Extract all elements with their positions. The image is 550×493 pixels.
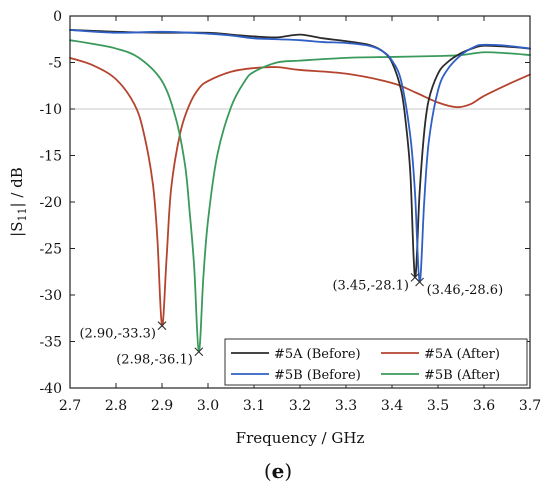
series-line-5b-before	[69, 29, 531, 283]
y-tick-label: -20	[39, 195, 62, 211]
y-tick-label: -15	[39, 149, 62, 165]
y-tick-label: -25	[39, 242, 62, 258]
minimum-annotation: (2.98,-36.1)	[116, 353, 193, 368]
x-tick-label: 3.3	[335, 398, 357, 414]
x-tick-label: 3.4	[381, 398, 403, 414]
y-tick-label: 0	[53, 9, 62, 25]
series-line-5a-after	[69, 56, 531, 327]
x-tick-label: 2.8	[105, 398, 127, 414]
x-tick-label: 3.1	[243, 398, 265, 414]
x-tick-label: 3.7	[519, 398, 541, 414]
minimum-annotation: (2.90,-33.3)	[79, 327, 156, 342]
y-axis-label-pre: |S	[8, 221, 26, 236]
annotation-layer: (2.90,-33.3) (2.98,-36.1) (3.45,-28.1) (3.4…	[79, 278, 503, 367]
minimum-marker	[194, 347, 204, 357]
tick-layer: 2.7 2.8 2.9 3.0 3.1 3.2 3.3 3.4 3.5 3.6 3.7 0 -5 -10 -…	[39, 9, 541, 414]
x-tick-label: 2.9	[151, 398, 173, 414]
minimum-annotation: (3.45,-28.1)	[332, 278, 409, 293]
y-axis-label-post: | / dB	[8, 167, 26, 207]
y-tick-label: -5	[48, 56, 62, 72]
legend-label-5b-before: #5B (Before)	[274, 368, 361, 383]
y-tick-label: -30	[39, 288, 62, 304]
x-axis-label: Frequency / GHz	[236, 429, 365, 447]
panel-label: (e)	[264, 459, 292, 483]
series-line-5a-before	[69, 29, 531, 279]
x-tick-label: 3.0	[197, 398, 219, 414]
legend-label-5a-before: #5A (Before)	[274, 347, 361, 362]
legend: #5A (Before) #5A (After) #5B (Before) #5B (…	[224, 338, 528, 386]
y-axis-label-sub: 11	[16, 207, 29, 221]
minimum-marker	[415, 277, 424, 287]
y-tick-label: -10	[39, 102, 62, 118]
legend-label-5a-after: #5A (After)	[424, 347, 500, 362]
legend-box	[224, 338, 528, 386]
minimum-marker	[157, 321, 167, 331]
series-layer	[69, 29, 531, 353]
y-tick-label: -40	[39, 381, 62, 397]
legend-label-5b-after: #5B (After)	[424, 368, 500, 383]
x-tick-label: 3.6	[473, 398, 495, 414]
series-line-5b-after	[69, 39, 531, 353]
marker-layer	[157, 272, 424, 357]
x-tick-label: 3.5	[427, 398, 449, 414]
x-tick-label: 2.7	[59, 398, 81, 414]
x-tick-label: 3.2	[289, 398, 311, 414]
minimum-annotation: (3.46,-28.6)	[427, 283, 504, 298]
y-tick-label: -35	[39, 335, 62, 351]
y-axis-label: |S11| / dB	[8, 167, 29, 237]
